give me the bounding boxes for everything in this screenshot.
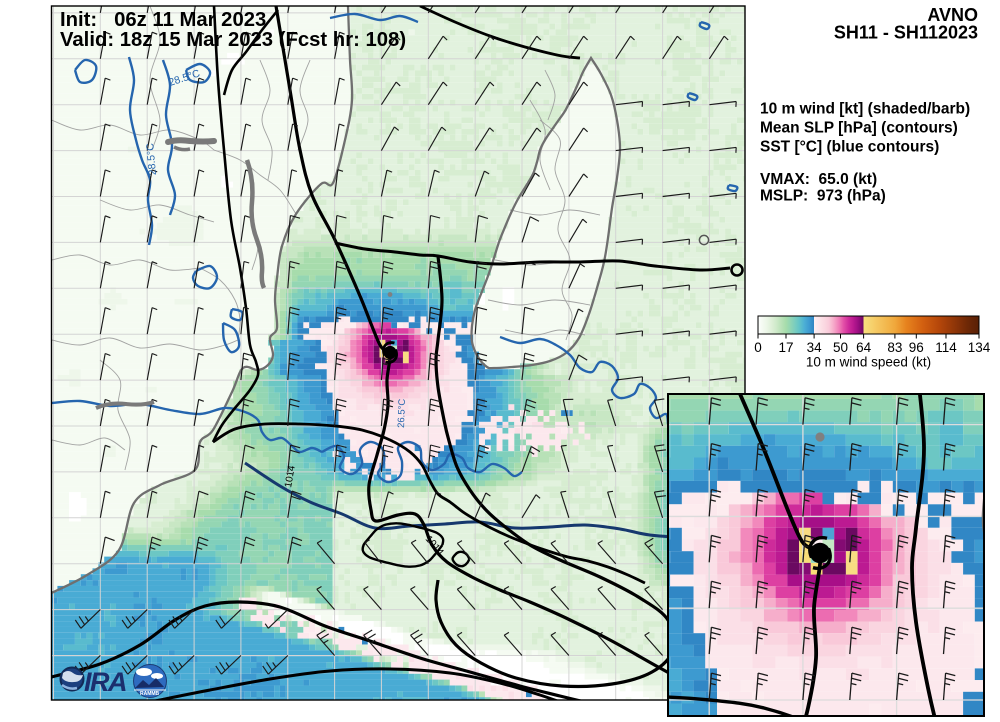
- svg-text:26.5°C: 26.5°C: [396, 398, 408, 428]
- svg-text:114: 114: [935, 340, 957, 355]
- svg-text:28.5°C: 28.5°C: [144, 142, 159, 176]
- svg-text:SH11 - SH112023: SH11 - SH112023: [834, 23, 978, 43]
- svg-text:96: 96: [909, 340, 924, 355]
- svg-text:VMAX: 65.0 (kt): VMAX: 65.0 (kt): [760, 171, 877, 188]
- svg-text:1014: 1014: [283, 464, 298, 488]
- svg-text:17: 17: [778, 340, 793, 355]
- svg-text:10 m wind [kt] (shaded/barb): 10 m wind [kt] (shaded/barb): [760, 101, 970, 118]
- svg-text:MSLP: 973 (hPa): MSLP: 973 (hPa): [760, 188, 886, 205]
- svg-text:10 m wind speed (kt): 10 m wind speed (kt): [806, 355, 931, 370]
- svg-text:134: 134: [968, 340, 991, 355]
- svg-text:83: 83: [887, 340, 902, 355]
- svg-text:SST [°C] (blue contours): SST [°C] (blue contours): [760, 139, 939, 156]
- svg-text:Mean SLP [hPa] (contours): Mean SLP [hPa] (contours): [760, 120, 958, 137]
- svg-text:34: 34: [807, 340, 823, 355]
- svg-text:50: 50: [833, 340, 848, 355]
- svg-text:RAMMB: RAMMB: [140, 691, 160, 697]
- svg-text:AVNO: AVNO: [927, 5, 978, 25]
- svg-text:Valid: 18z 15 Mar 2023 (Fcst h: Valid: 18z 15 Mar 2023 (Fcst hr: 108): [60, 29, 406, 51]
- svg-text:0: 0: [754, 340, 762, 355]
- svg-text:64: 64: [856, 340, 872, 355]
- svg-text:Init: 06z 11 Mar 2023: Init: 06z 11 Mar 2023: [60, 9, 266, 31]
- svg-text:IRA: IRA: [84, 667, 126, 697]
